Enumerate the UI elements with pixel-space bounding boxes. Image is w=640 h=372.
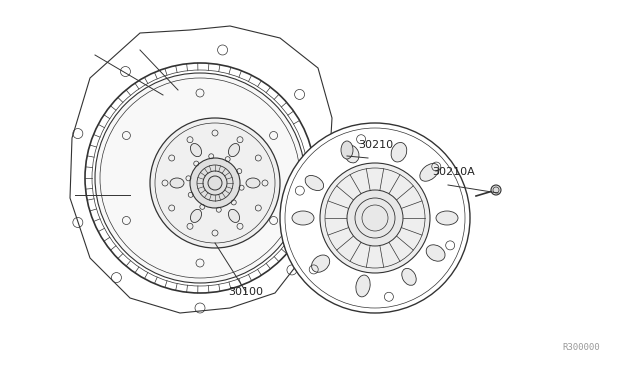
Ellipse shape — [344, 145, 359, 163]
Circle shape — [320, 163, 430, 273]
Text: R300000: R300000 — [563, 343, 600, 352]
Polygon shape — [70, 26, 332, 313]
Circle shape — [150, 118, 280, 248]
Ellipse shape — [305, 176, 324, 190]
Ellipse shape — [356, 275, 370, 297]
Ellipse shape — [420, 163, 439, 181]
Circle shape — [95, 73, 305, 283]
Circle shape — [190, 158, 240, 208]
Text: 30210A: 30210A — [432, 167, 475, 177]
Ellipse shape — [292, 211, 314, 225]
Ellipse shape — [436, 211, 458, 225]
Circle shape — [347, 190, 403, 246]
Ellipse shape — [191, 209, 202, 222]
Circle shape — [491, 185, 501, 195]
Ellipse shape — [391, 142, 407, 162]
Ellipse shape — [246, 178, 260, 188]
Ellipse shape — [402, 269, 416, 285]
Ellipse shape — [228, 209, 239, 222]
Text: 30210: 30210 — [358, 140, 393, 150]
Circle shape — [280, 123, 470, 313]
Text: 30100: 30100 — [228, 287, 263, 297]
Ellipse shape — [170, 178, 184, 188]
Ellipse shape — [228, 144, 239, 157]
Ellipse shape — [157, 158, 184, 178]
Ellipse shape — [312, 255, 330, 272]
Ellipse shape — [341, 141, 353, 159]
Ellipse shape — [191, 144, 202, 157]
Ellipse shape — [426, 245, 445, 261]
